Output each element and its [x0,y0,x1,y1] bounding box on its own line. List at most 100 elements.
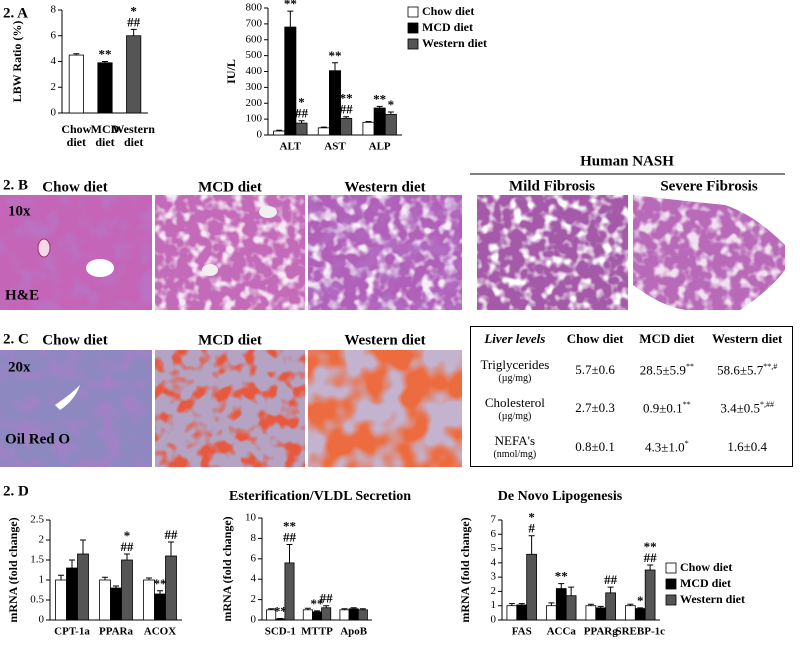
histology-oil [0,350,462,467]
x-tick-label: SREBP-1c [616,626,666,638]
caption: MCD diet [198,332,262,348]
x-tick-label: Chow [61,122,91,136]
cell-value: 1.6±0.4 [727,438,767,454]
x-tick-label: ApoB [340,626,368,638]
significance: * [528,510,535,525]
error-bar [102,576,108,580]
y-tick-label: 700 [246,17,263,29]
error-bar [157,590,163,594]
legend-label: Western diet [680,592,745,606]
significance: ** [329,48,342,63]
y-tick-label: 8 [251,532,257,544]
x-tick-label: diet [124,135,143,149]
bar [373,107,386,136]
bar [273,130,286,136]
bar [357,609,368,621]
y-tick-label: 500 [246,49,263,61]
significance: ** [644,539,657,554]
y-tick-label: 0 [39,614,45,626]
bar [66,567,78,621]
error-bar [350,607,357,609]
significance: ** [274,603,287,618]
error-bar [558,583,565,589]
cell: 2.7±0.3 [559,389,632,427]
y-tick-label: 0 [251,614,257,626]
error-bar [341,608,348,610]
magnification: 20x [8,359,31,375]
legend-swatch [407,22,419,34]
header-cell: Liver levels [484,330,546,346]
y-axis-label: mRNA (fold change) [458,517,472,622]
legend-label: MCD diet [680,576,731,590]
error-bar [102,61,108,63]
bar [121,559,133,621]
legend-label: Chow diet [680,560,732,574]
error-bar [332,62,338,71]
panel-label: 2. C [3,331,29,347]
y-axis-label: LBW Ratio (%) [10,21,24,103]
bar [340,117,353,136]
caption: Severe Fibrosis [660,178,758,194]
y-tick-label: 6 [251,552,257,564]
y-tick-label: 2 [51,81,57,93]
bar [165,555,177,621]
x-tick-label: PPARa [99,626,134,638]
significance: *,## [759,400,774,410]
row-label-text: NEFA's [494,433,536,449]
error-bar [146,577,152,580]
histology-he [0,195,785,311]
significance: ## [320,591,334,606]
bar [321,607,332,621]
cell-value: 28.5±5.9 [639,362,686,378]
x-tick-label: ALT [280,141,302,153]
cell-value: 58.6±5.7 [717,362,764,378]
y-axis-label: IU/L [224,59,238,84]
significance: ## [644,550,658,565]
significance: ## [165,527,179,542]
y-tick-label: 8 [51,4,57,16]
x-tick-label: PPARg [584,626,619,638]
bar [526,553,537,621]
row-label-text: Cholesterol [484,394,545,410]
y-tick-label: 6 [491,528,497,540]
cell: 28.5±5.9** [631,351,702,389]
bar [68,54,84,114]
panel-label: 2. D [3,483,29,499]
error-bar [168,541,174,556]
bar [317,127,330,136]
cell-value: 0.9±0.1 [643,400,683,416]
bar [99,579,111,621]
bar [77,553,89,621]
cell-value: 5.7±0.6 [575,362,615,378]
error-bar [359,608,366,610]
legend-swatch [665,594,677,606]
significance: ** [311,596,324,611]
panel-label: 2. A [3,5,28,21]
bar [362,121,375,136]
significance: ## [340,102,354,117]
error-bar [607,586,614,593]
y-tick-label: 6 [51,29,57,41]
legend-label: MCD diet [422,20,473,34]
row-label-text: Triglycerides [480,356,550,372]
significance: **,# [763,361,778,371]
error-bar [287,10,294,28]
error-bar [568,586,575,596]
significance: * [637,593,644,608]
error-bar [277,617,284,619]
y-tick-label: 5 [491,542,497,554]
error-bar [548,602,555,606]
y-tick-label: 400 [246,65,263,77]
error-bar [376,105,383,109]
chart-title: De Novo Lipogenesis [498,489,623,504]
unit: (µg/mg) [498,372,532,384]
bar [339,609,350,621]
legend-label: Chow diet [422,4,474,18]
significance: ** [555,569,568,584]
significance: ** [682,400,691,410]
y-tick-label: 0 [257,129,263,141]
unit: (µg/mg) [498,410,532,422]
stain: Oil Red O [5,431,70,447]
significance: ** [340,91,353,106]
